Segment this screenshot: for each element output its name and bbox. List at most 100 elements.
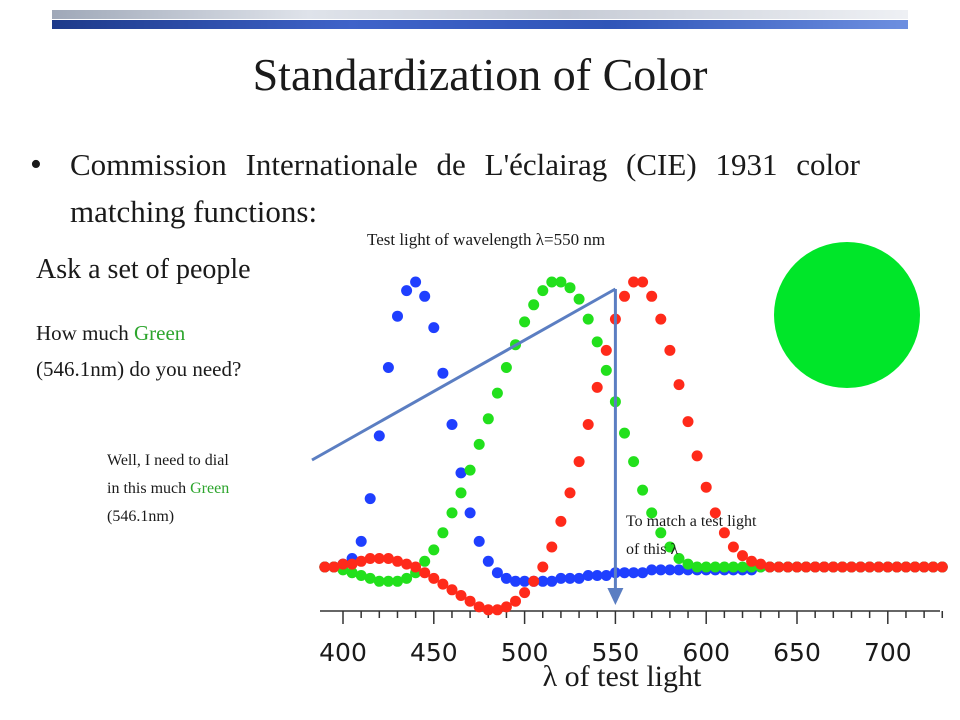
data-point [528,299,540,311]
data-point [773,561,785,573]
reply-line2-prefix: in this much [107,480,191,497]
reply-text: Well, I need to dial in this much Green … [107,447,229,531]
data-point [428,544,440,556]
data-point [619,290,630,302]
data-point [846,561,857,573]
data-point [437,578,449,590]
data-point [455,590,467,601]
title-decoration-bar [52,10,908,30]
data-point [700,481,712,493]
data-point [519,587,531,599]
data-point [491,604,503,616]
x-tick-label: 700 [864,638,912,667]
data-point [682,558,694,570]
x-axis: 400 450 500 550 600 650 700 [319,610,944,667]
data-point [600,344,612,356]
reply-line1: Well, I need to dial [107,452,229,469]
data-point [355,555,367,567]
bullet-text: Commission Internationale de L'éclairag … [70,147,860,229]
reply-green-word: Green [190,480,230,497]
data-point [909,561,921,573]
data-point [691,561,703,573]
data-point [319,561,331,573]
data-point [891,561,903,573]
data-point [836,561,848,573]
data-point [482,555,494,567]
data-point [655,564,667,576]
data-point [464,595,476,607]
data-point [936,561,948,573]
data-point [827,561,839,573]
ask-label: Ask a set of people [36,254,251,285]
data-point [419,555,431,567]
data-point [446,419,458,430]
pointer-line [311,287,617,462]
data-point [455,487,467,499]
data-point [537,285,549,297]
data-point [555,276,567,288]
data-point [927,561,939,573]
data-point [700,561,712,573]
data-point [392,555,403,567]
data-point [782,561,794,573]
data-point [718,561,730,573]
data-point [809,561,821,573]
data-point [864,561,876,573]
data-point [619,427,630,439]
data-point [646,564,658,576]
data-point [582,313,594,325]
data-point [373,553,385,564]
data-point [591,336,603,348]
data-point [500,572,512,584]
match-line2: of this λ [626,541,679,558]
match-line1: To match a test light [626,513,757,530]
data-point [373,575,385,587]
data-point [328,561,340,573]
data-point [619,567,630,579]
data-point [628,276,640,288]
data-point [664,344,676,356]
data-point [491,567,503,579]
data-point [573,456,585,468]
test-light-label: Test light of wavelength λ=550 nm [367,230,606,249]
data-point [591,381,603,393]
data-point [346,558,358,570]
data-point [573,293,585,305]
data-point [664,541,676,553]
data-point [646,507,658,519]
data-point [337,558,349,570]
data-point [473,601,485,613]
data-point [401,285,413,297]
data-point [564,572,576,584]
data-point [419,290,431,302]
data-point [818,561,830,573]
data-point [446,507,458,519]
match-note: To match a test light of this λ [626,508,756,564]
question-prefix: How much [36,321,134,345]
data-point [600,364,612,376]
data-point [900,561,912,573]
data-point [682,416,694,428]
annotation-layer [311,242,920,605]
data-point [419,567,431,579]
data-point [500,601,512,613]
data-point [655,313,667,325]
data-point [455,467,467,479]
data-point [364,493,376,505]
data-point [546,575,558,587]
data-point [437,527,449,539]
data-point [519,575,531,587]
data-point [555,572,567,584]
data-point [346,567,358,579]
data-point [718,527,730,539]
data-point [637,567,649,579]
data-point [600,570,612,581]
data-point [755,558,767,570]
data-point [709,507,721,519]
data-point [791,561,803,573]
data-point [673,564,685,576]
data-point [673,379,685,391]
data-point [392,310,403,322]
data-point [709,561,721,573]
data-point [401,558,413,570]
